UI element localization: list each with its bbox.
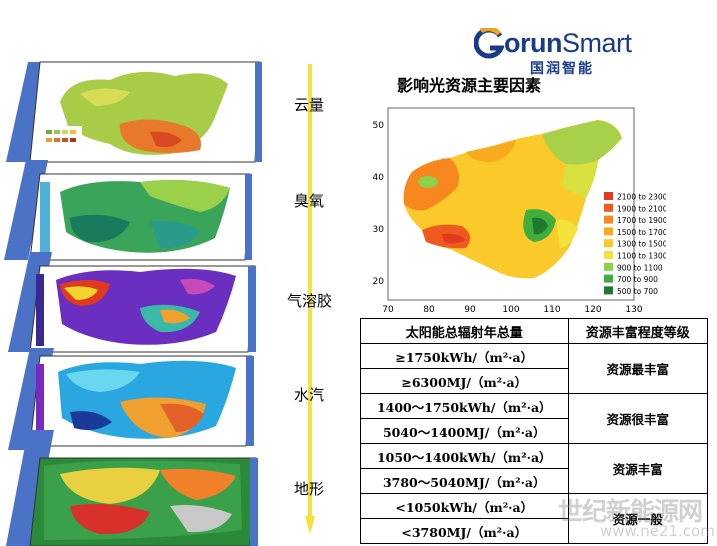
legend-label: 500 to 700 (617, 287, 658, 296)
x-tick-label: 80 (423, 305, 435, 315)
table-row: <3780MJ/（m²·a） (360, 518, 708, 544)
table-cell-range: 3780～5040MJ/（m²·a） (360, 468, 569, 494)
factor-arrow (305, 64, 315, 534)
x-axis-ticks: 70 80 90 100 110 120 130 (382, 305, 643, 315)
logo-word: orunSmart (504, 28, 632, 59)
table-row: 3780～5040MJ/（m²·a） (360, 468, 708, 494)
table-cell-range: <1050kWh/（m²·a） (360, 493, 569, 519)
legend-swatch (604, 274, 613, 283)
y-tick-label: 40 (373, 173, 385, 183)
legend-label: 1700 to 1900 (617, 216, 666, 225)
table-row: 5040～1400MJ/（m²·a） (360, 418, 708, 444)
x-tick-label: 130 (625, 305, 642, 315)
table-cell-range: 5040～1400MJ/（m²·a） (360, 418, 569, 444)
x-tick-label: 110 (543, 305, 560, 315)
table-cell-level: 资源很丰富 (567, 393, 708, 444)
legend-swatch (604, 215, 613, 224)
table-cell-range: 1050～1400kWh/（m²·a） (360, 443, 569, 469)
legend-label: 900 to 1100 (617, 263, 663, 272)
x-tick-label: 120 (584, 305, 601, 315)
factor-label-terrain: 地形 (294, 480, 325, 498)
table-cell-level: 资源一般 (567, 493, 708, 544)
solar-radiation-map: 50 40 30 20 70 80 90 100 110 120 130 2100 to 2300… (366, 100, 666, 320)
logo-chinese: 国润智能 (530, 61, 594, 77)
logo-brand-suffix: Smart (562, 28, 632, 58)
table-row: <1050kWh/（m²·a） 资源一般 (360, 493, 708, 544)
table-row: 1050～1400kWh/（m²·a） 资源丰富 (360, 443, 708, 494)
factor-label-cloud: 云量 (294, 96, 325, 114)
radiation-table: 太阳能总辐射年总量 资源丰富程度等级 ≥1750kWh/（m²·a） 资源最丰富… (360, 318, 708, 544)
table-cell-range: ≥1750kWh/（m²·a） (360, 343, 569, 369)
watermark-url: www.ne21.com (600, 522, 715, 540)
legend-swatch (604, 192, 613, 200)
page-title: 影响光资源主要因素 (397, 76, 542, 95)
factor-label-ozone: 臭氧 (294, 192, 325, 210)
legend-swatch (604, 227, 613, 236)
vapor-map-panel (0, 342, 290, 452)
table-header-row: 太阳能总辐射年总量 资源丰富程度等级 (360, 318, 708, 344)
legend-swatch (604, 239, 613, 248)
table-cell-range: <3780MJ/（m²·a） (360, 518, 569, 544)
legend-swatch (604, 286, 613, 295)
logo: orunSmart 国润智能 (474, 24, 674, 77)
terrain-map-panel (0, 430, 290, 546)
table-cell-level: 资源最丰富 (567, 343, 708, 394)
table-cell-level: 资源丰富 (567, 443, 708, 494)
factor-label-aerosol: 气溶胶 (287, 292, 333, 310)
legend-swatch (604, 251, 613, 259)
legend: 2100 to 2300 1900 to 2100 1700 to 1900 1500… (604, 192, 666, 296)
table-header-level: 资源丰富程度等级 (567, 318, 708, 344)
legend-label: 1500 to 1700 (617, 228, 666, 237)
aerosol-map-panel (0, 244, 290, 354)
legend-swatch (604, 262, 613, 271)
legend-swatch (604, 203, 613, 212)
logo-g-icon (474, 28, 504, 59)
table-row: ≥1750kWh/（m²·a） 资源最丰富 (360, 343, 708, 394)
legend-label: 1300 to 1500 (617, 240, 666, 249)
cloud-map-panel (0, 54, 290, 164)
x-tick-label: 70 (382, 305, 394, 315)
table-row: 1400～1750kWh/（m²·a） 资源很丰富 (360, 393, 708, 444)
ozone-map-panel (0, 152, 290, 262)
table-cell-range: ≥6300MJ/（m²·a） (360, 368, 569, 394)
legend-label: 700 to 900 (617, 275, 658, 284)
table-cell-range: 1400～1750kWh/（m²·a） (360, 393, 569, 419)
logo-brand-word: orun (504, 28, 563, 58)
legend-label: 1100 to 1300 (617, 252, 666, 261)
watermark: 世纪新能源网 (558, 497, 703, 526)
factor-label-vapor: 水汽 (294, 386, 325, 404)
x-tick-label: 100 (502, 305, 519, 315)
y-tick-label: 20 (373, 277, 385, 287)
x-tick-label: 90 (464, 305, 476, 315)
y-tick-label: 50 (373, 121, 385, 131)
legend-label: 2100 to 2300 (617, 193, 666, 202)
table-header-total: 太阳能总辐射年总量 (360, 318, 569, 344)
y-tick-label: 30 (373, 225, 385, 235)
y-axis-ticks: 50 40 30 20 (373, 121, 385, 287)
legend-label: 1900 to 2100 (617, 204, 666, 213)
